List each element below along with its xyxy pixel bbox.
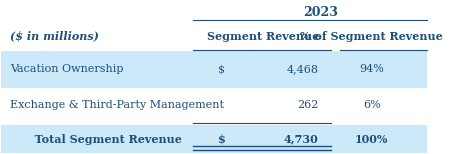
Text: Total Segment Revenue: Total Segment Revenue bbox=[23, 134, 182, 144]
Text: 2023: 2023 bbox=[303, 6, 338, 19]
FancyBboxPatch shape bbox=[1, 125, 427, 153]
Text: 4,730: 4,730 bbox=[284, 134, 318, 144]
Text: 4,468: 4,468 bbox=[286, 64, 318, 74]
Text: $: $ bbox=[218, 134, 226, 144]
Text: % of Segment Revenue: % of Segment Revenue bbox=[300, 31, 443, 42]
Text: $: $ bbox=[218, 64, 226, 74]
Text: ($ in millions): ($ in millions) bbox=[10, 31, 99, 42]
Text: 6%: 6% bbox=[363, 100, 380, 110]
FancyBboxPatch shape bbox=[1, 88, 427, 122]
Text: 94%: 94% bbox=[359, 64, 384, 74]
Text: 100%: 100% bbox=[355, 134, 388, 144]
Text: Segment Revenue: Segment Revenue bbox=[207, 31, 319, 42]
FancyBboxPatch shape bbox=[1, 51, 427, 88]
Text: Vacation Ownership: Vacation Ownership bbox=[10, 64, 123, 74]
Text: Exchange & Third-Party Management: Exchange & Third-Party Management bbox=[10, 100, 224, 110]
Text: 262: 262 bbox=[297, 100, 318, 110]
